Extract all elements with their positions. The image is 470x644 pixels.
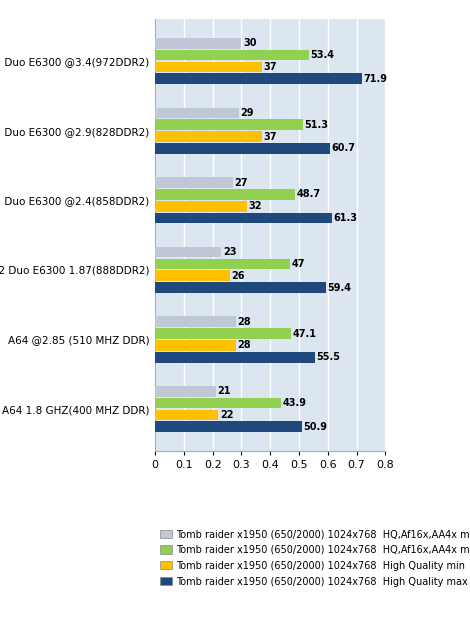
Bar xyxy=(155,108,239,118)
Bar xyxy=(155,38,242,49)
Text: 37: 37 xyxy=(263,131,276,142)
Text: 48.7: 48.7 xyxy=(297,189,321,200)
Text: 47.1: 47.1 xyxy=(292,328,316,339)
Text: 55.5: 55.5 xyxy=(316,352,340,362)
Bar xyxy=(155,352,315,363)
Text: 51.3: 51.3 xyxy=(304,120,328,129)
Bar xyxy=(155,270,230,281)
Bar xyxy=(155,73,362,84)
Text: 59.4: 59.4 xyxy=(328,283,352,292)
Text: 21: 21 xyxy=(217,386,230,396)
Bar xyxy=(155,177,233,188)
Text: 60.7: 60.7 xyxy=(331,144,355,153)
Text: 32: 32 xyxy=(249,201,262,211)
Text: 61.3: 61.3 xyxy=(333,213,357,223)
Bar xyxy=(155,131,262,142)
Text: 29: 29 xyxy=(240,108,253,118)
Text: 26: 26 xyxy=(231,270,245,281)
Text: 37: 37 xyxy=(263,62,276,72)
Bar xyxy=(155,201,247,211)
Text: 53.4: 53.4 xyxy=(310,50,334,60)
Bar xyxy=(155,247,221,258)
Text: 43.9: 43.9 xyxy=(283,398,307,408)
Bar xyxy=(155,316,235,327)
Text: 28: 28 xyxy=(237,317,251,327)
Legend: Tomb raider x1950 (650/2000) 1024x768  HQ,Af16x,AA4x min, Tomb raider x1950 (650: Tomb raider x1950 (650/2000) 1024x768 HQ… xyxy=(160,529,470,587)
Text: 71.9: 71.9 xyxy=(363,74,388,84)
Bar xyxy=(155,189,295,200)
Bar xyxy=(155,259,290,269)
Bar xyxy=(155,386,216,397)
Bar xyxy=(155,421,302,432)
Bar xyxy=(155,143,330,154)
Bar xyxy=(155,398,282,408)
Bar xyxy=(155,282,326,293)
Bar xyxy=(155,328,290,339)
Text: 30: 30 xyxy=(243,39,257,48)
Bar xyxy=(155,213,331,223)
Text: 47: 47 xyxy=(292,259,306,269)
Text: 22: 22 xyxy=(220,410,234,420)
Bar xyxy=(155,119,303,130)
Bar xyxy=(155,340,235,351)
Bar xyxy=(155,50,309,61)
Text: 28: 28 xyxy=(237,341,251,350)
Text: 27: 27 xyxy=(234,178,248,187)
Text: 50.9: 50.9 xyxy=(303,422,327,431)
Bar xyxy=(155,410,219,421)
Text: 23: 23 xyxy=(223,247,236,257)
Bar xyxy=(155,62,262,72)
